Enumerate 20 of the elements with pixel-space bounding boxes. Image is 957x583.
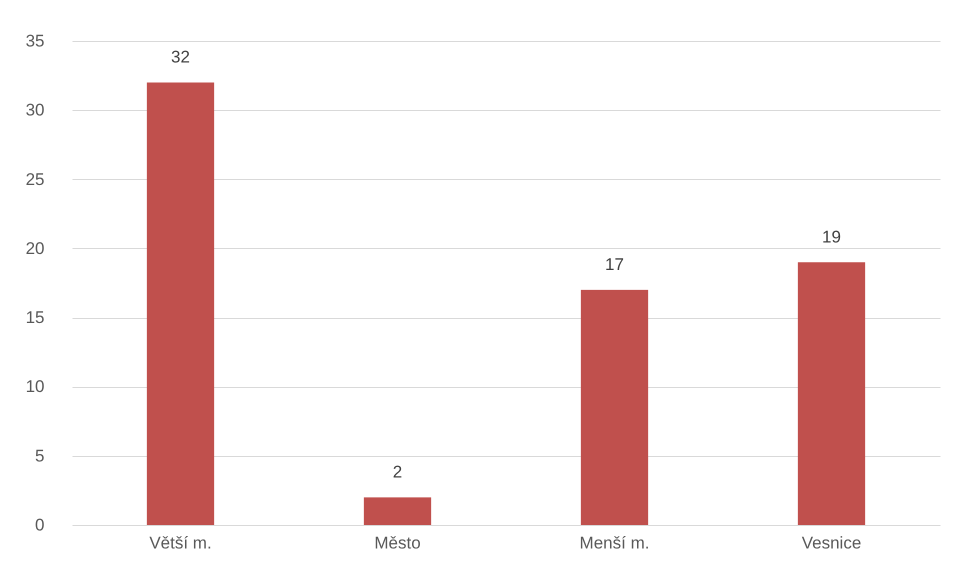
data-label: 17	[605, 254, 624, 274]
x-tick-label: Vesnice	[802, 534, 862, 552]
bar	[146, 82, 214, 525]
x-tick-label: Menší m.	[580, 534, 650, 552]
data-label: 32	[171, 47, 190, 66]
y-tick-label: 30	[26, 100, 44, 120]
y-tick-label: 35	[26, 32, 44, 50]
bar	[580, 290, 648, 525]
y-tick-label: 10	[26, 377, 44, 396]
bar	[798, 262, 866, 525]
y-tick-label: 25	[26, 170, 44, 189]
y-tick-label: 20	[26, 238, 44, 258]
x-tick-label: Větší m.	[149, 534, 212, 552]
data-label: 2	[392, 462, 402, 482]
x-tick-label: Město	[374, 534, 421, 552]
data-label: 19	[822, 227, 841, 246]
y-tick-label: 5	[35, 446, 44, 466]
y-tick-label: 15	[26, 308, 44, 328]
y-tick-label: 0	[35, 516, 44, 534]
bar	[364, 497, 432, 525]
